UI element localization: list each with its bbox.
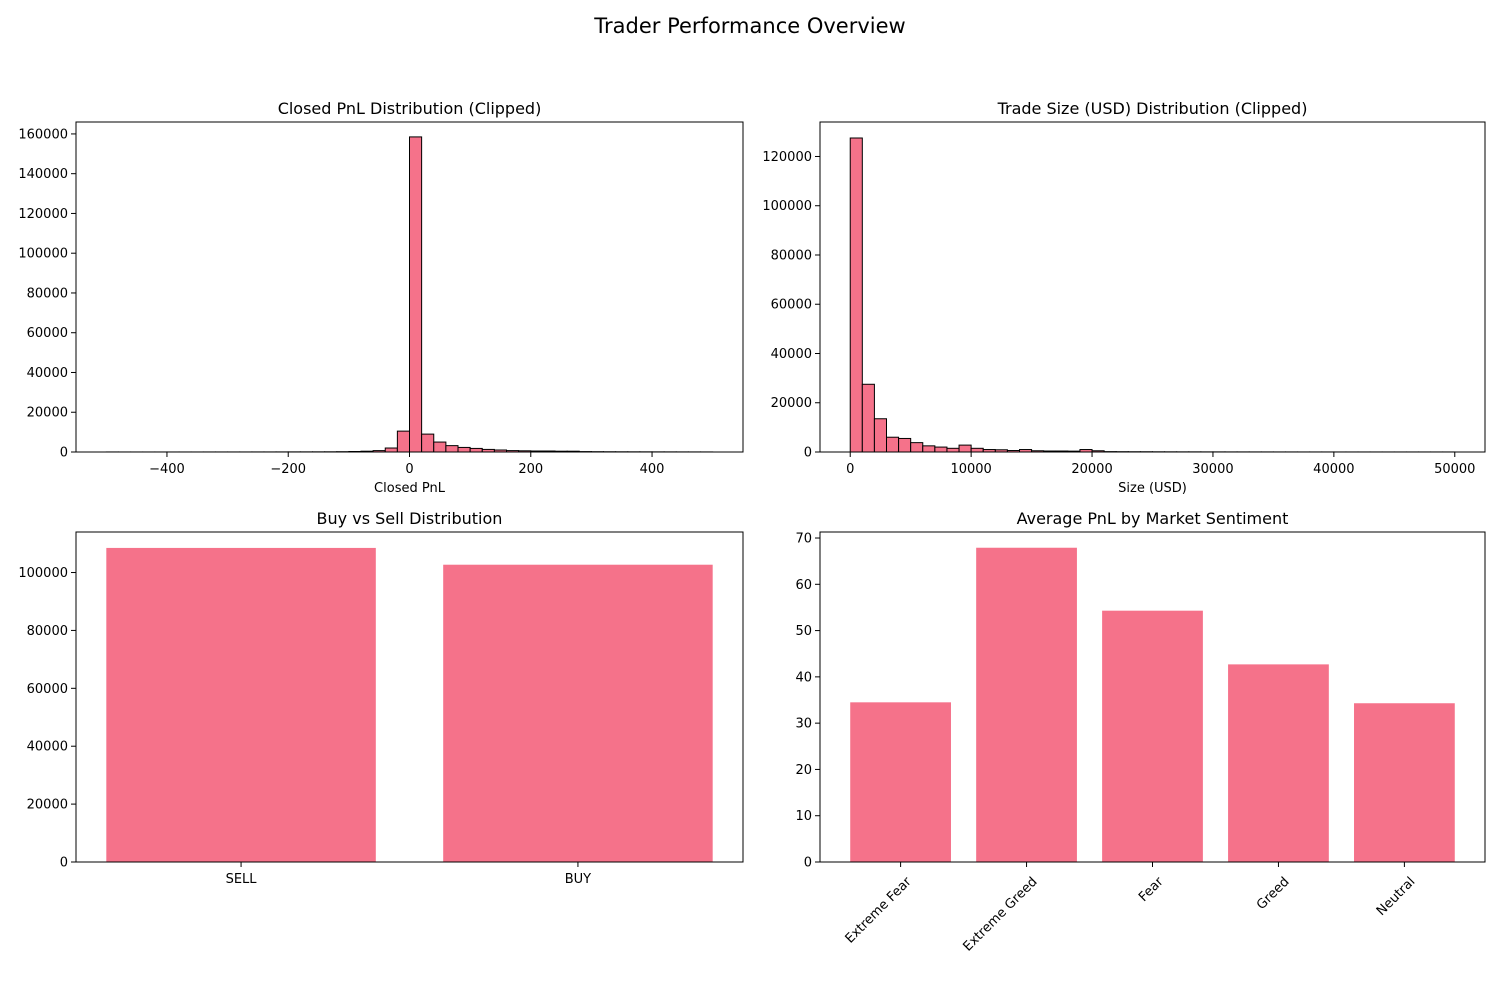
category-bar xyxy=(976,547,1077,862)
histogram-bar xyxy=(886,436,900,453)
subplot: Trade Size (USD) Distribution (Clipped) 0… xyxy=(762,99,1486,496)
x-tick-label: Extreme Fear xyxy=(843,874,916,947)
histogram-bar xyxy=(873,418,888,453)
x-tick-label: Greed xyxy=(1254,874,1292,912)
y-tick-label: 40000 xyxy=(27,740,68,755)
subplot: Buy vs Sell Distribution SELL BUY 0 20000 400… xyxy=(18,509,744,887)
histogram-bar xyxy=(433,441,447,453)
x-tick-label: SELL xyxy=(226,872,258,887)
y-tick-label: 120000 xyxy=(762,150,812,165)
histogram-bar xyxy=(861,383,875,453)
x-tick-label: 20000 xyxy=(1071,462,1112,477)
axes-frame xyxy=(819,121,1486,453)
x-tick-label: Neutral xyxy=(1374,874,1419,919)
subplot: Average PnL by Market Sentiment Extreme F… xyxy=(795,509,1486,955)
y-tick-label: 0 xyxy=(804,856,812,871)
x-tick-label: 400 xyxy=(640,462,665,477)
subplot-title: Buy vs Sell Distribution xyxy=(317,509,503,528)
histogram-bar xyxy=(409,136,423,453)
y-tick-label: 10 xyxy=(795,809,812,824)
y-tick-label: 100000 xyxy=(18,566,68,581)
y-tick-label: 60000 xyxy=(771,298,812,313)
category-bar xyxy=(1354,703,1455,862)
x-tick-label: 0 xyxy=(405,462,413,477)
x-tick-label: −400 xyxy=(149,462,185,477)
histogram-bar xyxy=(849,137,863,453)
histogram-bar xyxy=(934,446,948,453)
histogram-bar xyxy=(421,433,435,453)
y-tick-label: 80000 xyxy=(771,248,812,263)
x-tick-label: Extreme Greed xyxy=(961,874,1041,954)
x-axis-label: Closed PnL xyxy=(374,481,446,496)
y-tick-label: 20000 xyxy=(771,396,812,411)
axes-frame xyxy=(819,531,1486,863)
y-tick-label: 140000 xyxy=(18,167,68,182)
x-tick-label: −200 xyxy=(270,462,306,477)
x-axis-label: Size (USD) xyxy=(1118,481,1187,496)
y-tick-label: 40 xyxy=(795,670,812,685)
y-tick-label: 0 xyxy=(804,446,812,461)
x-tick-label: 200 xyxy=(518,462,543,477)
y-tick-label: 20000 xyxy=(27,406,68,421)
y-tick-label: 30 xyxy=(795,717,812,732)
y-tick-label: 40000 xyxy=(771,347,812,362)
histogram-bar xyxy=(396,430,411,453)
subplot: Closed PnL Distribution (Clipped) −400 −20… xyxy=(18,99,744,496)
subplot-title: Average PnL by Market Sentiment xyxy=(1017,509,1289,528)
histogram-bar xyxy=(445,445,459,453)
x-tick-label: Fear xyxy=(1136,874,1167,905)
y-tick-label: 100000 xyxy=(762,199,812,214)
category-bar xyxy=(106,547,376,862)
x-tick-label: 40000 xyxy=(1313,462,1354,477)
x-tick-label: 0 xyxy=(846,462,854,477)
y-tick-label: 120000 xyxy=(18,207,68,222)
y-tick-label: 60000 xyxy=(27,326,68,341)
axes-frame xyxy=(75,531,744,863)
y-tick-label: 100000 xyxy=(18,247,68,262)
y-tick-label: 20000 xyxy=(27,798,68,813)
subplot-title: Closed PnL Distribution (Clipped) xyxy=(278,99,542,118)
histogram-bar xyxy=(898,437,912,453)
axes-frame xyxy=(75,121,744,453)
y-tick-label: 60 xyxy=(795,578,812,593)
y-tick-label: 0 xyxy=(60,856,68,871)
y-tick-label: 0 xyxy=(60,446,68,461)
x-tick-label: 50000 xyxy=(1434,462,1475,477)
histogram-bar xyxy=(457,446,471,453)
y-tick-label: 20 xyxy=(795,763,812,778)
y-tick-label: 70 xyxy=(795,532,812,547)
category-bar xyxy=(443,564,713,862)
histogram-bar xyxy=(958,444,972,453)
category-bar xyxy=(1228,664,1329,862)
subplot-title: Trade Size (USD) Distribution (Clipped) xyxy=(997,99,1308,118)
histogram-bar xyxy=(922,445,936,453)
histogram-bar xyxy=(946,447,960,453)
category-bar xyxy=(1102,610,1203,862)
y-tick-label: 160000 xyxy=(18,127,68,142)
figure-title: Trader Performance Overview xyxy=(594,14,906,38)
y-tick-label: 80000 xyxy=(27,286,68,301)
y-tick-label: 50 xyxy=(795,624,812,639)
y-tick-label: 60000 xyxy=(27,682,68,697)
histogram-bar xyxy=(910,442,924,453)
histogram-bar xyxy=(384,447,398,453)
x-tick-label: 30000 xyxy=(1192,462,1233,477)
category-bar xyxy=(850,702,951,862)
y-tick-label: 40000 xyxy=(27,366,68,381)
histogram-bar xyxy=(469,447,483,453)
histogram-bar xyxy=(970,447,984,453)
x-tick-label: BUY xyxy=(565,872,591,887)
x-tick-label: 10000 xyxy=(950,462,991,477)
y-tick-label: 80000 xyxy=(27,624,68,639)
